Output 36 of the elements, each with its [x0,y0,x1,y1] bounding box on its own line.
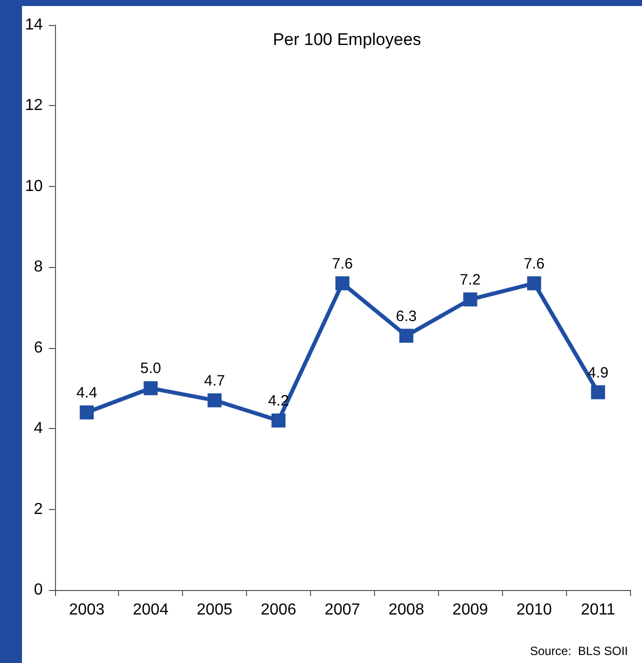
x-tick-label: 2008 [388,602,424,618]
source-note: Source: BLS SOII [530,644,628,658]
data-label: 5.0 [140,360,162,378]
x-tick-label: 2003 [68,602,105,618]
y-tick-label: 0 [34,582,43,598]
point [591,385,606,400]
x-tick-label: 2006 [260,602,296,618]
point [527,276,542,290]
y-tick-label: 2 [34,500,43,518]
point [463,292,478,306]
x-tick-label: 2004 [132,602,169,618]
point [80,405,94,420]
data-label: 7.6 [524,255,545,272]
point [144,381,158,396]
x-tick-label: 2009 [452,602,488,618]
y-tick-label: 14 [25,16,43,34]
data-label: 6.3 [396,308,417,325]
data-label: 4.7 [204,372,226,390]
x-tick-label: 2011 [580,602,616,618]
point [399,328,414,343]
point [271,414,286,428]
x-tick-label: 2007 [324,602,360,618]
data-label: 4.9 [588,364,608,382]
y-tick-label: 12 [25,97,43,114]
data-label: 4.4 [76,384,98,402]
y-tick-label: 10 [25,178,43,195]
chart-title: Per 100 Employees [272,30,422,49]
point [335,276,350,290]
x-tick-label: 2005 [196,602,232,618]
y-tick-label: 6 [34,339,43,356]
data-label: 7.6 [332,255,353,272]
y-tick-label: 8 [34,258,43,276]
x-tick-label: 2010 [516,602,552,618]
point [208,393,222,408]
data-label: 7.2 [460,271,481,288]
y-tick-label: 4 [34,420,43,438]
